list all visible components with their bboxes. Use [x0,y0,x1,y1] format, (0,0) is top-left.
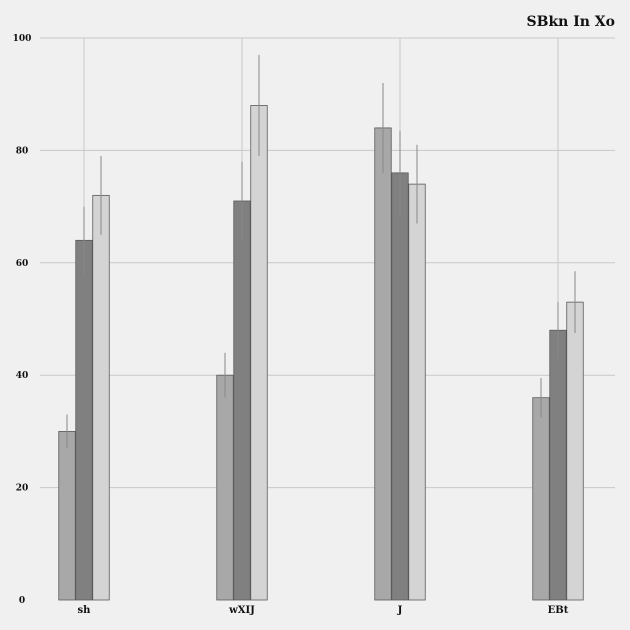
x-tick-label: wXIJ [228,605,255,616]
bar [374,127,392,601]
y-tick-label: 40 [16,371,29,381]
bar [216,374,234,601]
bar [408,183,426,601]
bar [549,329,567,601]
bar [58,430,76,601]
x-tick-label: sh [78,605,92,616]
y-tick-label: 100 [13,34,32,44]
x-tick-label: J [397,605,403,616]
bar [75,239,93,601]
x-tick-label: EBt [548,605,569,616]
bar [92,194,110,601]
y-tick-label: 60 [16,259,29,269]
bar [532,397,550,601]
bar [566,301,584,601]
grid-lines [40,37,615,600]
bar [233,200,251,601]
y-tick-label: 0 [19,596,25,606]
y-tick-label: 20 [16,484,29,494]
bars [58,105,584,601]
bar [250,105,268,601]
chart-title: SBkn In Xo [527,14,616,30]
x-axis-ticks: sh wXIJ J EBt [78,605,569,616]
y-axis-ticks: 0 20 40 60 80 100 [13,34,32,606]
error-bars [66,54,576,449]
y-tick-label: 80 [16,146,29,156]
bar [391,172,409,601]
